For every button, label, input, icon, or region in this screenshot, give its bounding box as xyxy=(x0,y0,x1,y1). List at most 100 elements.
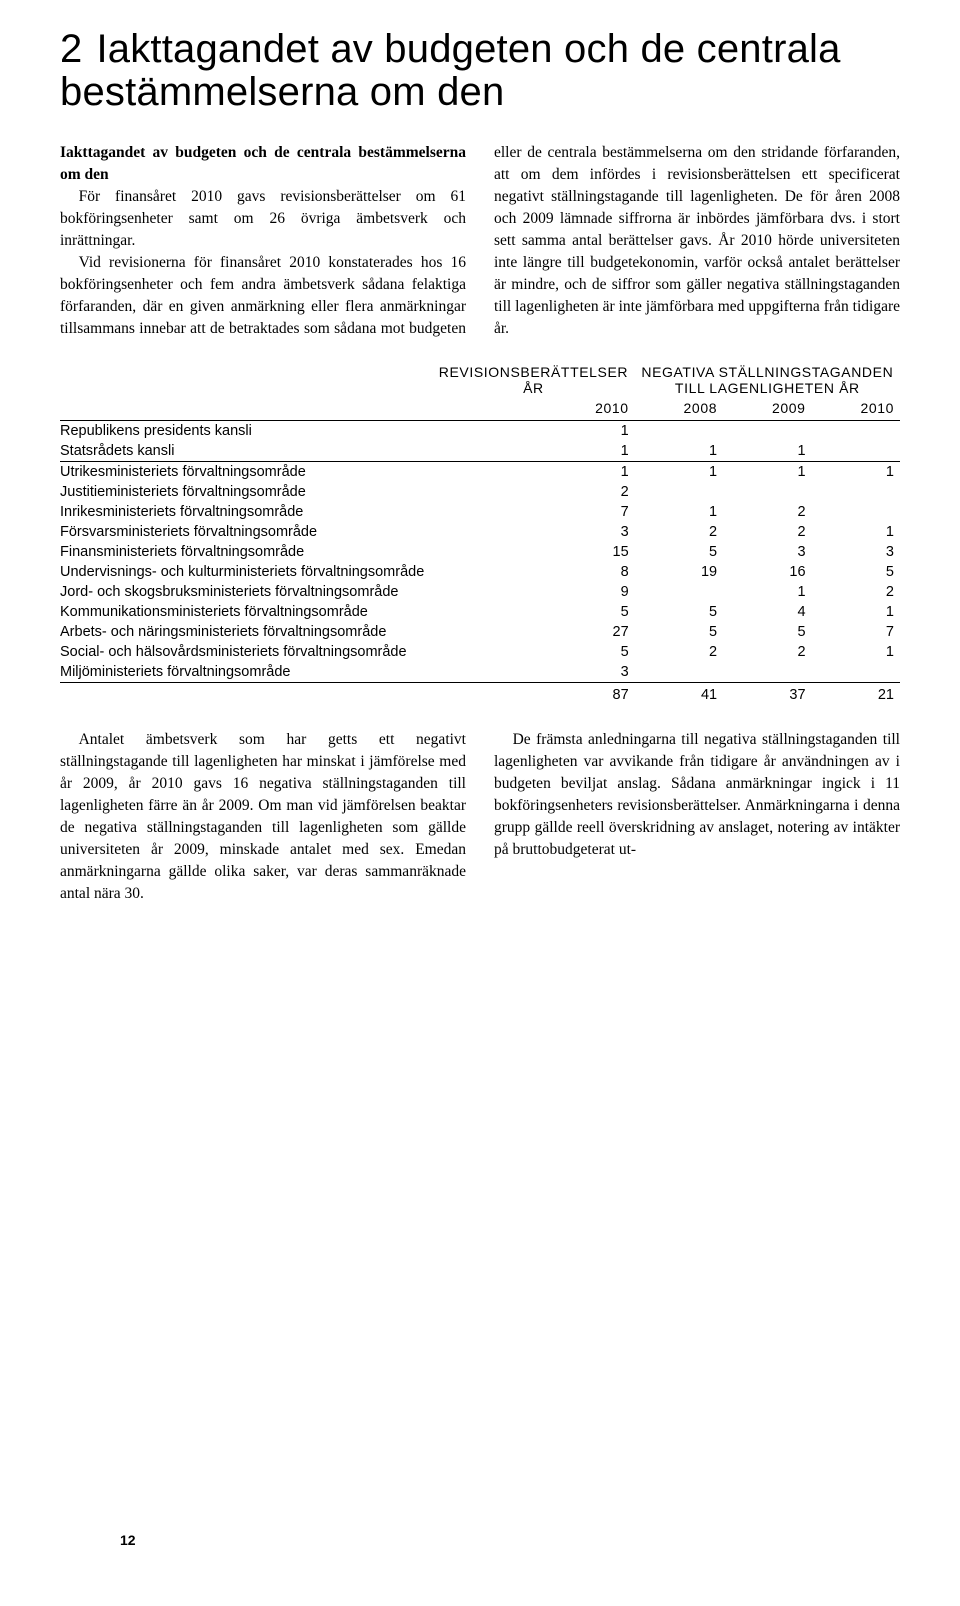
table-cell xyxy=(812,502,900,522)
table-cell: 1 xyxy=(812,462,900,483)
table-cell: 2 xyxy=(723,642,811,662)
table-row: Social- och hälsovårdsministeriets förva… xyxy=(60,642,900,662)
section-subhead: Iakttagandet av budgeten och de centrala… xyxy=(60,142,466,186)
table-cell xyxy=(812,421,900,442)
table-year-col: 2008 xyxy=(635,398,723,421)
table-cell: 5 xyxy=(635,602,723,622)
table-cell: 5 xyxy=(432,642,634,662)
table-row-label: Social- och hälsovårdsministeriets förva… xyxy=(60,642,432,662)
table-cell: 2 xyxy=(635,522,723,542)
body-paragraph: För finansåret 2010 gavs revisionsberätt… xyxy=(60,186,466,252)
table-cell: 3 xyxy=(723,542,811,562)
page-number: 12 xyxy=(120,1532,136,1548)
table-cell xyxy=(635,582,723,602)
chapter-number: 2 xyxy=(60,28,82,71)
table-cell: 27 xyxy=(432,622,634,642)
table-year-col: 2010 xyxy=(812,398,900,421)
revisions-table: REVISIONSBERÄTTELSERÅR NEGATIVA STÄLLNIN… xyxy=(60,362,900,705)
table-row-label: Statsrådets kansli xyxy=(60,441,432,462)
table-cell: 16 xyxy=(723,562,811,582)
table-cell: 1 xyxy=(432,421,634,442)
table-row-label: Undervisnings- och kulturministeriets fö… xyxy=(60,562,432,582)
table-cell: 1 xyxy=(812,602,900,622)
table-cell: 5 xyxy=(432,602,634,622)
table-row: Miljöministeriets förvaltningsområde3 xyxy=(60,662,900,683)
table-cell: 15 xyxy=(432,542,634,562)
table-row-label: Justitieministeriets förvaltningsområde xyxy=(60,482,432,502)
table-cell: 1 xyxy=(812,642,900,662)
table-cell: 4 xyxy=(723,602,811,622)
table-row-label: Miljöministeriets förvaltningsområde xyxy=(60,662,432,683)
table-row-label: Arbets- och näringsministeriets förvaltn… xyxy=(60,622,432,642)
table-cell: 5 xyxy=(723,622,811,642)
table-cell: 1 xyxy=(635,462,723,483)
table-row-label: Kommunikationsministeriets förvaltningso… xyxy=(60,602,432,622)
table-cell xyxy=(635,482,723,502)
table-row: Försvarsministeriets förvaltningsområde3… xyxy=(60,522,900,542)
table-row: Arbets- och näringsministeriets förvaltn… xyxy=(60,622,900,642)
table-cell: 7 xyxy=(432,502,634,522)
table-cell: 1 xyxy=(432,441,634,462)
table-cell xyxy=(635,421,723,442)
table-cell xyxy=(812,482,900,502)
table-row: Finansministeriets förvaltningsområde155… xyxy=(60,542,900,562)
table-group-header-1: REVISIONSBERÄTTELSERÅR xyxy=(432,362,634,398)
table-row: Justitieministeriets förvaltningsområde2 xyxy=(60,482,900,502)
table-row-label: Jord- och skogsbruksministeriets förvalt… xyxy=(60,582,432,602)
table-cell: 3 xyxy=(432,522,634,542)
table-cell xyxy=(812,662,900,683)
body-paragraph: De främsta anledningarna till negativa s… xyxy=(494,729,900,861)
table-cell: 1 xyxy=(635,441,723,462)
table-cell: 9 xyxy=(432,582,634,602)
table-cell: 8 xyxy=(432,562,634,582)
table-cell: 5 xyxy=(812,562,900,582)
table-cell xyxy=(723,662,811,683)
table-total-cell: 41 xyxy=(635,683,723,706)
table-row: Utrikesministeriets förvaltningsområde11… xyxy=(60,462,900,483)
table-row-label: Inrikesministeriets förvaltningsområde xyxy=(60,502,432,522)
table-row-label: Finansministeriets förvaltningsområde xyxy=(60,542,432,562)
table-row: Undervisnings- och kulturministeriets fö… xyxy=(60,562,900,582)
table-total-row: 87413721 xyxy=(60,683,900,706)
table-year-col: 2009 xyxy=(723,398,811,421)
table-cell xyxy=(723,482,811,502)
table-cell: 19 xyxy=(635,562,723,582)
body-block-1: Iakttagandet av budgeten och de centrala… xyxy=(60,142,900,340)
table-row: Inrikesministeriets förvaltningsområde71… xyxy=(60,502,900,522)
table-group-header-2: NEGATIVA STÄLLNINGSTAGANDENTILL LAGENLIG… xyxy=(635,362,900,398)
table-total-cell: 21 xyxy=(812,683,900,706)
table-row: Kommunikationsministeriets förvaltningso… xyxy=(60,602,900,622)
table-row-label: Republikens presidents kansli xyxy=(60,421,432,442)
table-total-cell: 37 xyxy=(723,683,811,706)
table-cell: 7 xyxy=(812,622,900,642)
table-cell: 2 xyxy=(723,502,811,522)
table-cell: 5 xyxy=(635,622,723,642)
table-row-label: Utrikesministeriets förvaltningsområde xyxy=(60,462,432,483)
table-row-label: Försvarsministeriets förvaltningsområde xyxy=(60,522,432,542)
table-cell: 1 xyxy=(812,522,900,542)
table-cell: 1 xyxy=(723,462,811,483)
body-paragraph: Antalet ämbetsverk som har getts ett neg… xyxy=(60,729,466,905)
table-cell: 3 xyxy=(432,662,634,683)
table-row: Jord- och skogsbruksministeriets förvalt… xyxy=(60,582,900,602)
table-cell: 1 xyxy=(432,462,634,483)
table-cell: 1 xyxy=(723,582,811,602)
table-cell: 2 xyxy=(432,482,634,502)
table-cell: 3 xyxy=(812,542,900,562)
body-block-2: Antalet ämbetsverk som har getts ett neg… xyxy=(60,729,900,905)
table-cell: 2 xyxy=(635,642,723,662)
table-cell: 2 xyxy=(812,582,900,602)
table-total-cell: 87 xyxy=(432,683,634,706)
table-row: Republikens presidents kansli1 xyxy=(60,421,900,442)
table-year-col: 2010 xyxy=(432,398,634,421)
table-cell: 1 xyxy=(723,441,811,462)
chapter-title-text: Iakttagandet av budgeten och de centrala… xyxy=(60,27,841,114)
table-cell: 1 xyxy=(635,502,723,522)
chapter-title: 2Iakttagandet av budgeten och de central… xyxy=(60,28,900,114)
table-cell xyxy=(812,441,900,462)
table-cell xyxy=(635,662,723,683)
table-cell: 5 xyxy=(635,542,723,562)
table-cell xyxy=(723,421,811,442)
page: { "chapter": { "number": "2", "title": "… xyxy=(60,28,900,1566)
table-cell: 2 xyxy=(723,522,811,542)
